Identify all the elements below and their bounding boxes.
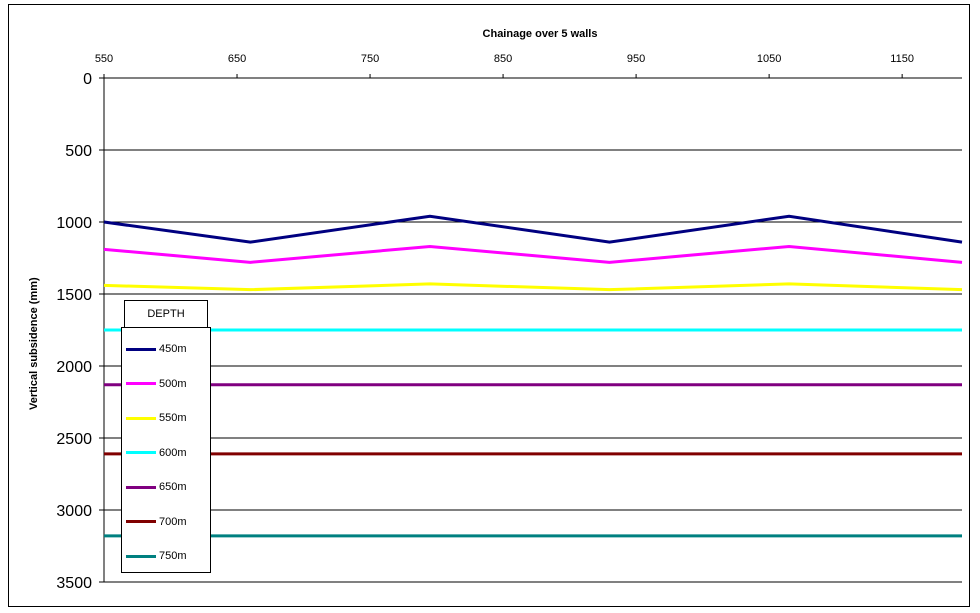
legend-item: 700m	[126, 515, 187, 529]
legend-label: 500m	[159, 377, 187, 390]
y-tick-label: 0	[83, 71, 92, 88]
legend-swatch	[126, 347, 156, 351]
legend-swatch	[126, 451, 156, 454]
series-line-500m	[103, 244, 963, 264]
x-tick-label: 650	[228, 53, 246, 65]
legend-swatch	[126, 382, 156, 385]
legend-label: 450m	[159, 343, 187, 355]
y-tick-label: 3500	[56, 575, 92, 592]
legend-swatch	[126, 416, 156, 420]
y-tick-label: 2500	[56, 431, 92, 448]
x-tick-label: 750	[361, 53, 379, 65]
legend-swatch	[126, 485, 156, 489]
chart-title: Chainage over 5 walls	[482, 28, 598, 40]
legend-label: 650m	[159, 481, 187, 493]
legend-label: 600m	[159, 446, 187, 459]
y-tick-label: 1000	[56, 215, 92, 232]
legend-item: 450m	[126, 342, 187, 356]
legend-item: 650m	[126, 480, 187, 494]
legend-item: 600m	[126, 446, 187, 460]
y-axis-label: Vertical subsidence (mm)	[28, 277, 40, 410]
legend-label: 700m	[159, 515, 187, 528]
legend-item: 750m	[126, 549, 187, 563]
x-tick-label: 1050	[757, 53, 781, 65]
legend-swatch	[126, 554, 156, 558]
x-tick-label: 950	[627, 53, 645, 65]
x-tick-label: 850	[494, 53, 512, 65]
series-line-550m	[103, 282, 963, 292]
legend-title: DEPTH	[124, 300, 208, 328]
legend-item: 550m	[126, 411, 187, 425]
legend: 450m 500m 550m 600m 650m 700m 750m	[121, 327, 211, 573]
y-tick-label: 3000	[56, 503, 92, 520]
legend-swatch	[126, 520, 156, 523]
y-tick-label: 500	[65, 143, 92, 160]
legend-item: 500m	[126, 377, 187, 391]
legend-label: 550m	[159, 412, 187, 424]
series-line-450m	[103, 214, 963, 244]
x-tick-label: 550	[95, 53, 113, 65]
legend-label: 750m	[159, 550, 187, 562]
y-tick-label: 2000	[56, 359, 92, 376]
y-tick-label: 1500	[56, 287, 92, 304]
x-tick-label: 1150	[890, 53, 914, 65]
